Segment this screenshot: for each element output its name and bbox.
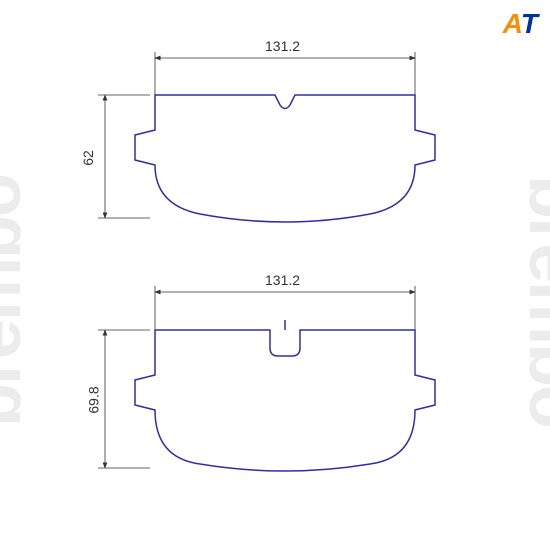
technical-drawing: 131.2 62 131.2 69.8: [50, 30, 500, 520]
bottom-pad-group: [98, 286, 435, 471]
top-pad-group: [98, 52, 435, 222]
watermark-right: brembo: [513, 175, 550, 427]
top-width-label: 131.2: [265, 38, 300, 54]
watermark-left: brembo: [0, 175, 37, 427]
bottom-height-label: 69.8: [86, 386, 102, 413]
bottom-pad-outline: [135, 330, 435, 471]
top-height-label: 62: [80, 150, 96, 166]
logo: AT: [503, 8, 538, 40]
bottom-width-label: 131.2: [265, 272, 300, 288]
logo-letter-t: T: [521, 8, 538, 39]
top-pad-outline: [135, 95, 435, 222]
logo-letter-a: A: [503, 8, 521, 39]
